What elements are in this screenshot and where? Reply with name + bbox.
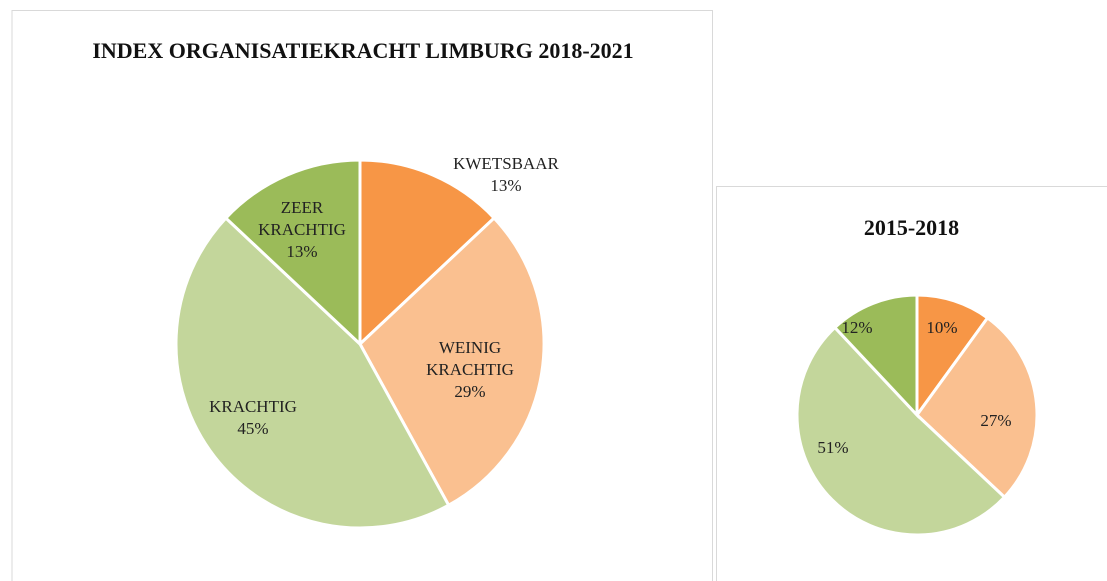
value-label: 29% — [454, 382, 486, 401]
chart-frame — [716, 186, 1107, 581]
chart-frame — [11, 10, 713, 581]
value-label: 13% — [286, 242, 318, 261]
data-label: ZEER KRACHTIG 13% — [247, 197, 357, 263]
data-label: KRACHTIG 45% — [198, 396, 308, 440]
value-label: 12% — [841, 318, 873, 337]
pie-slice — [915, 315, 1039, 500]
data-label: 51% — [803, 437, 863, 459]
data-label: 27% — [966, 410, 1026, 432]
category-label: ZEER KRACHTIG — [258, 198, 346, 239]
data-label: 12% — [827, 317, 887, 339]
chart-title: 2015-2018 — [863, 215, 960, 240]
category-label: KRACHTIG — [209, 397, 297, 416]
pie-slice — [358, 215, 546, 508]
pie-slice — [223, 158, 362, 348]
category-label: WEINIG KRACHTIG — [426, 338, 514, 379]
pie-slice — [174, 215, 451, 530]
data-label: WEINIG KRACHTIG 29% — [415, 337, 525, 403]
data-label: 10% — [912, 317, 972, 339]
value-label: 27% — [980, 411, 1012, 430]
value-label: 51% — [817, 438, 849, 457]
value-label: 13% — [490, 176, 522, 195]
pie-slice — [358, 158, 497, 348]
pie-slice — [832, 293, 919, 419]
value-label: 10% — [926, 318, 958, 337]
pie-slice — [795, 325, 1007, 537]
category-label: KWETSBAAR — [453, 154, 559, 173]
chart-title: INDEX ORGANISATIEKRACHT LIMBURG 2018-202… — [92, 38, 634, 63]
data-label: KWETSBAAR 13% — [451, 153, 561, 197]
value-label: 45% — [237, 419, 269, 438]
